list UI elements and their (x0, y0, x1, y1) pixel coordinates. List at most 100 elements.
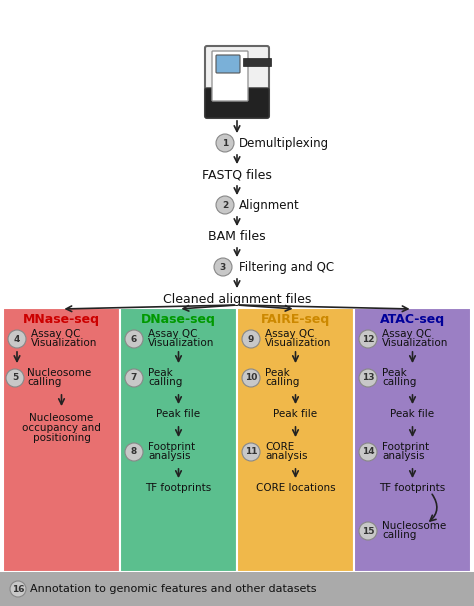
Circle shape (242, 369, 260, 387)
FancyArrowPatch shape (410, 395, 415, 402)
Circle shape (359, 522, 377, 540)
FancyArrowPatch shape (176, 351, 181, 361)
FancyArrowPatch shape (293, 351, 298, 361)
Text: DNase-seq: DNase-seq (141, 313, 216, 327)
Text: Nucleosome: Nucleosome (29, 413, 94, 423)
Text: calling: calling (382, 530, 416, 540)
Text: Assay QC: Assay QC (31, 329, 81, 339)
Text: 13: 13 (362, 373, 374, 382)
Text: Filtering and QC: Filtering and QC (239, 261, 334, 273)
Circle shape (216, 134, 234, 152)
FancyArrowPatch shape (234, 248, 240, 255)
FancyArrowPatch shape (410, 469, 415, 476)
Text: Visualization: Visualization (31, 338, 97, 348)
Text: 3: 3 (220, 262, 226, 271)
Text: Assay QC: Assay QC (265, 329, 315, 339)
Text: Peak file: Peak file (156, 409, 201, 419)
Text: analysis: analysis (382, 451, 425, 461)
Text: 6: 6 (131, 335, 137, 344)
Text: Assay QC: Assay QC (148, 329, 198, 339)
Text: CORE: CORE (265, 442, 294, 452)
FancyArrowPatch shape (410, 351, 415, 361)
FancyArrowPatch shape (176, 469, 181, 476)
FancyArrowPatch shape (293, 469, 298, 476)
Text: TF footprints: TF footprints (379, 483, 446, 493)
Text: 4: 4 (14, 335, 20, 344)
FancyArrowPatch shape (234, 121, 240, 132)
FancyArrowPatch shape (234, 217, 240, 224)
Text: 2: 2 (222, 201, 228, 210)
Circle shape (125, 443, 143, 461)
Circle shape (359, 330, 377, 348)
Bar (354, 308, 471, 572)
Text: MNase-seq: MNase-seq (23, 313, 100, 327)
Text: calling: calling (148, 377, 182, 387)
FancyArrowPatch shape (293, 427, 298, 435)
Text: 1: 1 (222, 139, 228, 147)
Circle shape (6, 369, 24, 387)
Text: Visualization: Visualization (382, 338, 448, 348)
FancyBboxPatch shape (216, 55, 240, 73)
FancyArrowPatch shape (240, 305, 408, 311)
Bar (237, 308, 354, 572)
Text: Cleaned alignment files: Cleaned alignment files (163, 293, 311, 305)
Circle shape (10, 581, 26, 597)
Text: 7: 7 (131, 373, 137, 382)
Bar (3, 308, 120, 572)
Bar (120, 308, 237, 572)
Text: 10: 10 (245, 373, 257, 382)
Text: 12: 12 (362, 335, 374, 344)
Text: calling: calling (382, 377, 416, 387)
Circle shape (8, 330, 26, 348)
Text: Demultiplexing: Demultiplexing (239, 136, 329, 150)
Circle shape (242, 443, 260, 461)
Circle shape (125, 369, 143, 387)
FancyBboxPatch shape (212, 51, 248, 101)
Text: Peak file: Peak file (273, 409, 318, 419)
Text: Alignment: Alignment (239, 199, 300, 211)
Text: FAIRE-seq: FAIRE-seq (261, 313, 330, 327)
Text: TF footprints: TF footprints (146, 483, 211, 493)
Text: Peak: Peak (148, 368, 173, 378)
FancyArrowPatch shape (430, 494, 437, 521)
Circle shape (125, 330, 143, 348)
Bar (0, 572, 474, 606)
Text: analysis: analysis (265, 451, 308, 461)
Circle shape (242, 330, 260, 348)
Text: 8: 8 (131, 447, 137, 456)
FancyArrowPatch shape (59, 395, 64, 404)
Circle shape (216, 196, 234, 214)
FancyArrowPatch shape (183, 305, 234, 311)
Text: Footprint: Footprint (148, 442, 195, 452)
Text: 16: 16 (12, 585, 24, 593)
Text: Footprint: Footprint (382, 442, 429, 452)
Text: Visualization: Visualization (148, 338, 214, 348)
FancyBboxPatch shape (205, 88, 269, 118)
Text: Nucleosome: Nucleosome (27, 368, 91, 378)
Text: FASTQ files: FASTQ files (202, 168, 272, 182)
Text: 5: 5 (12, 373, 18, 382)
FancyArrowPatch shape (293, 395, 298, 402)
FancyArrowPatch shape (410, 427, 415, 435)
FancyBboxPatch shape (205, 46, 269, 118)
Bar (243, 58, 271, 66)
FancyArrowPatch shape (14, 351, 20, 361)
Circle shape (359, 369, 377, 387)
Circle shape (214, 258, 232, 276)
FancyArrowPatch shape (234, 155, 240, 162)
FancyArrowPatch shape (234, 279, 240, 287)
FancyArrowPatch shape (240, 305, 291, 311)
Circle shape (359, 443, 377, 461)
Text: calling: calling (27, 377, 61, 387)
Text: Visualization: Visualization (265, 338, 331, 348)
Text: ATAC-seq: ATAC-seq (380, 313, 445, 327)
FancyArrowPatch shape (66, 305, 234, 311)
Text: 11: 11 (245, 447, 257, 456)
Text: Annotation to genomic features and other datasets: Annotation to genomic features and other… (30, 584, 317, 594)
Text: CORE locations: CORE locations (255, 483, 335, 493)
Text: Peak: Peak (265, 368, 290, 378)
Text: positioning: positioning (33, 433, 91, 443)
Text: Peak file: Peak file (391, 409, 435, 419)
Text: analysis: analysis (148, 451, 191, 461)
Text: calling: calling (265, 377, 300, 387)
